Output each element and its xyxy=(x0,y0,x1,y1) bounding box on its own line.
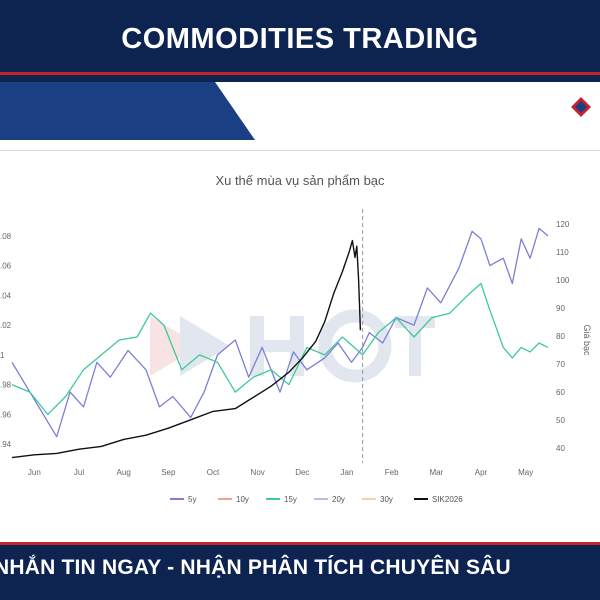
y-left-tick-label: .04 xyxy=(0,291,12,300)
x-tick-label: Dec xyxy=(295,468,309,477)
banner-divider xyxy=(0,72,600,75)
top-banner: COMMODITIES TRADING xyxy=(0,0,600,78)
x-tick-label: Jan xyxy=(341,468,354,477)
y-left-tick-label: .08 xyxy=(0,232,12,241)
chart-svg: Xu thế mùa vụ sản phẩm bạc .94 .96 .98 1 .02.… xyxy=(0,173,592,504)
logo-icon xyxy=(571,97,591,117)
x-tick-label: Apr xyxy=(475,468,488,477)
y-right-tick-label: 50 xyxy=(556,416,565,425)
y-right-tick-label: 110 xyxy=(556,248,569,257)
banner-title: COMMODITIES TRADING xyxy=(121,22,479,55)
y-right-tick-label: 100 xyxy=(556,276,570,285)
legend-label-10y: 10y xyxy=(236,495,249,504)
y-right-tick-label: 120 xyxy=(556,220,570,229)
y-right-tick-label: 80 xyxy=(556,332,565,341)
stripe-decoration xyxy=(215,82,600,140)
y-left-tick-label: .98 xyxy=(0,381,12,390)
chart-title: Xu thế mùa vụ sản phẩm bạc xyxy=(215,173,385,188)
series-line-5y xyxy=(11,227,549,438)
y-left-tick-label: .94 xyxy=(0,440,12,449)
legend-label-30y: 30y xyxy=(380,495,393,504)
legend-label-20y: 20y xyxy=(332,495,345,504)
x-tick-label: May xyxy=(518,468,533,477)
slide-area: Xu thế mùa vụ sản phẩm bạc .94 .96 .98 1 .02.… xyxy=(0,82,600,542)
y-left-tick-label: .96 xyxy=(0,410,12,419)
x-tick-label: Jul xyxy=(74,468,84,477)
y-right-tick-label: 90 xyxy=(556,304,565,313)
y-right-tick-label: 60 xyxy=(556,388,565,397)
x-tick-label: Nov xyxy=(251,468,265,477)
x-tick-label: Feb xyxy=(385,468,399,477)
series-line-sik2026 xyxy=(11,239,362,459)
y-right-tick-label: 40 xyxy=(556,444,565,453)
chart-card: Xu thế mùa vụ sản phẩm bạc .94 .96 .98 1 .02.… xyxy=(0,150,600,533)
x-tick-label: Sep xyxy=(161,468,176,477)
bottom-divider xyxy=(0,542,600,545)
y-left-tick-label: 1 xyxy=(0,351,5,360)
bottom-banner: NHẮN TIN NGAY - NHẬN PHÂN TÍCH CHUYÊN SÂ… xyxy=(0,542,600,600)
x-tick-label: Aug xyxy=(117,468,131,477)
legend-label-5y: 5y xyxy=(188,495,196,504)
legend-label-15y: 15y xyxy=(284,495,297,504)
series-line-15y xyxy=(11,282,549,416)
y-right-axis-label: Giá bạc xyxy=(582,324,592,356)
x-tick-label: Mar xyxy=(429,468,443,477)
y-left-tick-label: .02 xyxy=(0,321,12,330)
y-right-tick-label: 70 xyxy=(556,360,565,369)
x-tick-label: Jun xyxy=(28,468,41,477)
x-tick-label: Oct xyxy=(207,468,220,477)
legend-label-sik2026: SIK2026 xyxy=(432,495,463,504)
cta-text: NHẮN TIN NGAY - NHẬN PHÂN TÍCH CHUYÊN SÂ… xyxy=(0,556,511,579)
y-left-tick-label: .06 xyxy=(0,262,12,271)
